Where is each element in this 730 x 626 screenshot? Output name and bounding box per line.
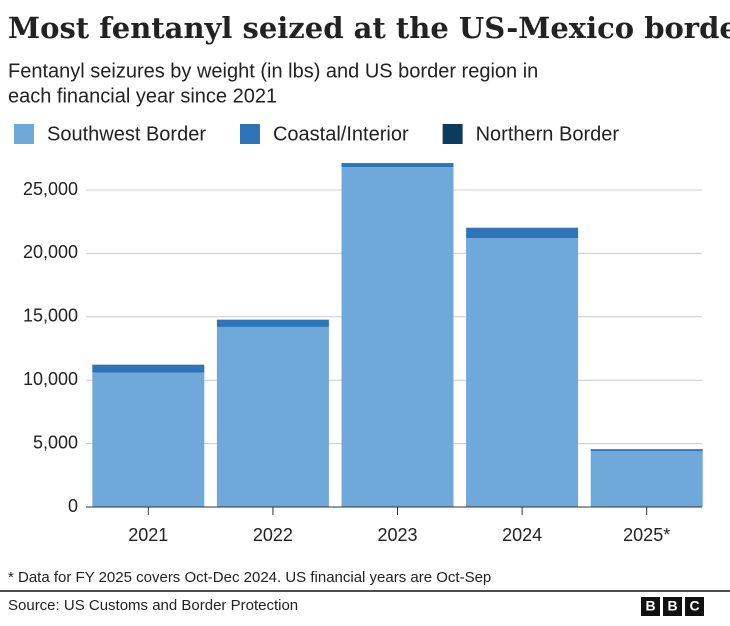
- logo-letter: C: [689, 598, 699, 614]
- bar-segment: [341, 163, 454, 168]
- logo-letter: B: [667, 598, 677, 614]
- logo-box: [641, 597, 660, 616]
- legend-swatch: [239, 124, 260, 144]
- legend-swatch: [14, 124, 34, 144]
- y-tick-label: 15,000: [23, 306, 78, 326]
- x-tick-label: 2023: [377, 525, 417, 545]
- source: Source: US Customs and Border Protection: [8, 597, 298, 614]
- bar-segment: [92, 364, 205, 373]
- legend-label: Coastal/Interior: [273, 123, 409, 145]
- chart-subtitle: Fentanyl seizures by weight (in lbs) and…: [8, 60, 538, 82]
- logo-box: [663, 597, 682, 616]
- legend-swatch: [442, 124, 463, 144]
- bar-segment: [92, 372, 205, 507]
- y-tick-label: 20,000: [23, 242, 78, 262]
- logo-box: [685, 597, 704, 616]
- bar-segment: [590, 449, 703, 452]
- bar-segment: [590, 451, 703, 507]
- x-tick-label: 2022: [253, 525, 293, 545]
- bar-segment: [341, 167, 454, 507]
- bar-segment: [216, 326, 329, 507]
- y-tick-label: 10,000: [23, 369, 78, 389]
- logo-letter: B: [645, 598, 655, 614]
- y-tick-label: 25,000: [23, 179, 78, 199]
- x-tick-label: 2021: [128, 525, 168, 545]
- bar-segment: [216, 319, 329, 327]
- y-tick-label: 0: [68, 496, 78, 516]
- footnote: * Data for FY 2025 covers Oct-Dec 2024. …: [8, 569, 491, 586]
- y-tick-label: 5,000: [33, 432, 78, 452]
- legend-label: Northern Border: [476, 123, 620, 145]
- legend-label: Southwest Border: [47, 123, 206, 145]
- chart-subtitle: each financial year since 2021: [8, 85, 277, 107]
- x-tick-label: 2024: [502, 525, 542, 545]
- chart-title: Most fentanyl seized at the US-Mexico bo…: [8, 11, 730, 45]
- bar-segment: [466, 238, 579, 507]
- x-tick-label: 2025*: [623, 525, 670, 545]
- bar-segment: [466, 228, 579, 239]
